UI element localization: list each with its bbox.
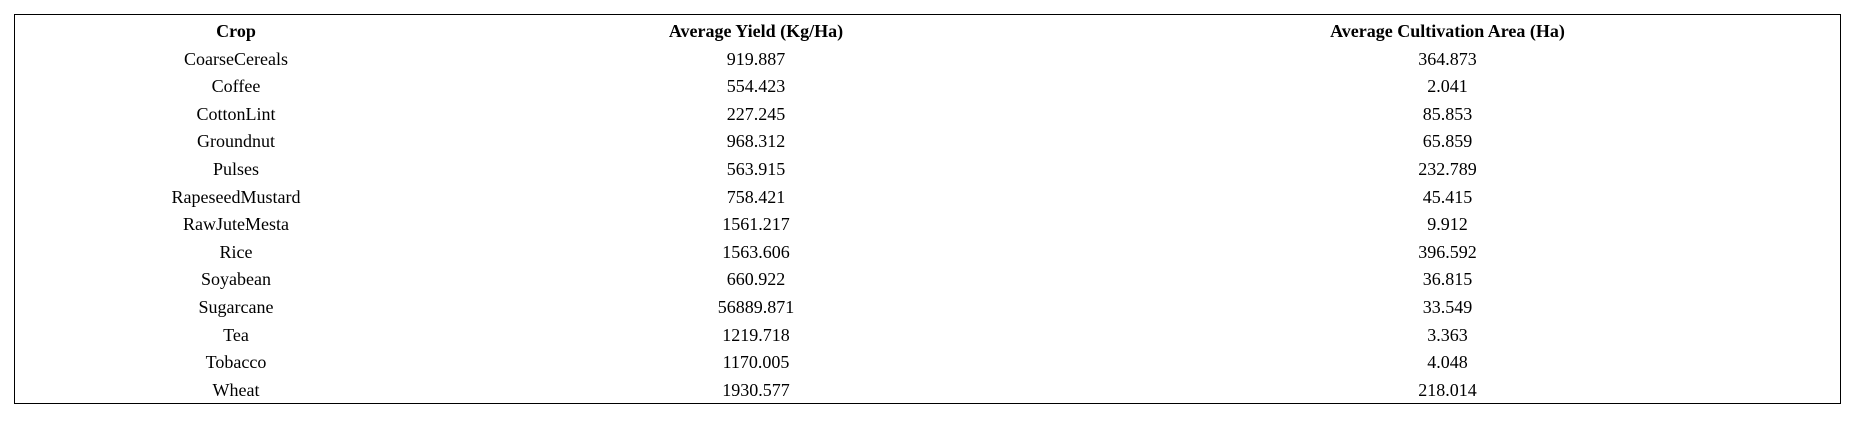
table-row: Coffee 554.423 2.041	[15, 73, 1840, 101]
cell-average-area: 45.415	[1422, 186, 1473, 207]
cell-average-area: 2.041	[1427, 76, 1468, 97]
cell-average-yield: 1219.718	[722, 324, 790, 345]
cell-average-area: 232.789	[1418, 158, 1477, 179]
table-row: Tea 1219.718 3.363	[15, 322, 1840, 350]
cell-average-yield: 554.423	[726, 76, 786, 97]
table-row: Rice 1563.606 396.592	[15, 239, 1840, 267]
table-row: RapeseedMustard 758.421 45.415	[15, 184, 1840, 212]
cell-average-yield: 758.421	[726, 186, 786, 207]
cell-average-area: 9.912	[1427, 214, 1468, 235]
table-row: Tobacco 1170.005 4.048	[15, 349, 1840, 377]
table-row: Wheat 1930.577 218.014	[15, 377, 1840, 405]
cell-crop: Groundnut	[197, 131, 275, 152]
table-row: CottonLint 227.245 85.853	[15, 101, 1840, 129]
cell-average-area: 396.592	[1418, 241, 1477, 262]
cell-average-area: 218.014	[1418, 379, 1477, 400]
cell-crop: Coffee	[211, 76, 261, 97]
cell-crop: Sugarcane	[198, 296, 274, 317]
header-average-yield: Average Yield (Kg/Ha)	[668, 21, 844, 41]
cell-average-area: 364.873	[1418, 48, 1477, 69]
header-row: Crop Average Yield (Kg/Ha) Average Culti…	[15, 18, 1840, 46]
cell-average-yield: 919.887	[726, 48, 786, 69]
cell-crop: Tea	[223, 324, 249, 345]
cell-crop: Wheat	[212, 379, 260, 400]
cell-crop: CottonLint	[196, 103, 276, 124]
cell-average-yield: 1563.606	[722, 241, 790, 262]
cell-average-yield: 1930.577	[722, 379, 790, 400]
table-body: CoarseCereals 919.887 364.873 Coffee 554.423…	[15, 46, 1840, 405]
table-row: Pulses 563.915 232.789	[15, 156, 1840, 184]
cell-average-yield: 1561.217	[722, 214, 790, 235]
table-row: CoarseCereals 919.887 364.873	[15, 46, 1840, 74]
header-crop: Crop	[216, 21, 256, 41]
cell-average-yield: 56889.871	[717, 296, 795, 317]
cell-average-area: 36.815	[1422, 269, 1473, 290]
cell-average-area: 85.853	[1422, 103, 1473, 124]
cell-average-area: 33.549	[1422, 296, 1473, 317]
cell-crop: RawJuteMesta	[183, 214, 289, 235]
cell-average-yield: 1170.005	[722, 352, 790, 373]
table-row: RawJuteMesta 1561.217 9.912	[15, 211, 1840, 239]
cell-crop: RapeseedMustard	[171, 186, 301, 207]
header-average-area: Average Cultivation Area (Ha)	[1330, 21, 1565, 41]
cell-average-area: 4.048	[1427, 352, 1468, 373]
cell-average-yield: 563.915	[726, 158, 786, 179]
cell-average-yield: 968.312	[726, 131, 786, 152]
cell-average-yield: 227.245	[726, 103, 786, 124]
table-row: Sugarcane 56889.871 33.549	[15, 294, 1840, 322]
table-row: Groundnut 968.312 65.859	[15, 128, 1840, 156]
cell-average-area: 65.859	[1422, 131, 1473, 152]
cell-average-yield: 660.922	[726, 269, 786, 290]
crop-table: Crop Average Yield (Kg/Ha) Average Culti…	[15, 18, 1840, 404]
cell-crop: CoarseCereals	[184, 48, 288, 69]
cell-average-area: 3.363	[1427, 324, 1468, 345]
table-frame: Crop Average Yield (Kg/Ha) Average Culti…	[14, 14, 1841, 404]
cell-crop: Pulses	[212, 158, 259, 179]
table-row: Soyabean 660.922 36.815	[15, 266, 1840, 294]
cell-crop: Tobacco	[205, 352, 267, 373]
cell-crop: Soyabean	[201, 269, 271, 290]
cell-crop: Rice	[219, 241, 253, 262]
